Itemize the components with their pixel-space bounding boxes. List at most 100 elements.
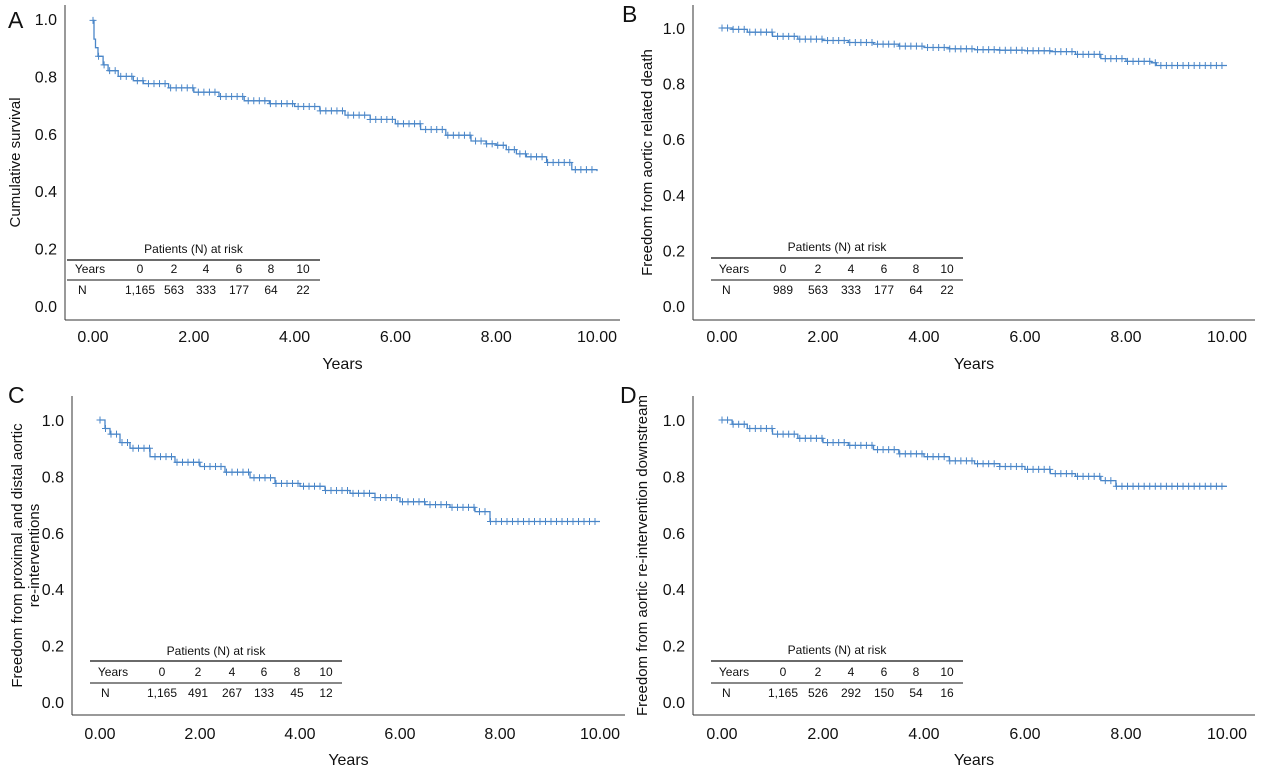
risk-table-cell: 54	[909, 686, 923, 700]
censor-mark	[1218, 482, 1226, 490]
x-tick-label: 4.00	[284, 726, 315, 743]
censor-mark	[89, 16, 97, 24]
x-tick-label: 10.00	[1207, 329, 1247, 346]
censor-mark	[477, 137, 485, 145]
x-tick-label: 4.00	[908, 329, 939, 346]
y-tick-label: 0.4	[663, 188, 685, 205]
censor-mark	[868, 441, 876, 449]
risk-table-header-cell: 8	[268, 262, 275, 276]
x-axis-title: Years	[328, 752, 368, 768]
y-tick-label: 0.8	[35, 69, 57, 86]
y-tick-label: 0.0	[663, 299, 685, 316]
risk-table-cell: 64	[264, 283, 278, 297]
censor-mark	[195, 458, 203, 466]
risk-table-cell: 989	[773, 283, 793, 297]
censor-mark	[1018, 46, 1026, 54]
risk-table: Patients (N) at risk Years 0 2 4 6 8 10 N 1,165 52…	[711, 643, 963, 700]
risk-table-header-cell: 4	[848, 665, 855, 679]
x-tick-label: 0.00	[84, 726, 115, 743]
censor-mark	[128, 72, 136, 80]
censor-mark	[840, 37, 848, 45]
risk-table-header-cell: 6	[261, 665, 268, 679]
panel-label: B	[622, 1, 637, 27]
risk-table-header-cell: Years	[719, 262, 749, 276]
censor-mark	[289, 100, 297, 108]
risk-table-cell: 1,165	[147, 686, 177, 700]
risk-table-cell: 333	[841, 283, 861, 297]
x-tick-label: 0.00	[706, 329, 737, 346]
risk-table-header-cell: 8	[913, 665, 920, 679]
x-tick-label: 8.00	[484, 726, 515, 743]
x-tick-label: 6.00	[384, 726, 415, 743]
censor-marks	[718, 416, 1226, 490]
x-tick-label: 6.00	[380, 329, 411, 346]
survival-curve	[722, 419, 1227, 487]
censor-mark	[538, 153, 546, 161]
censor-marks	[96, 416, 599, 526]
risk-table-title: Patients (N) at risk	[167, 644, 267, 658]
censor-mark	[217, 463, 225, 471]
censor-mark	[740, 420, 748, 428]
censor-mark	[968, 457, 976, 465]
risk-table-cell: 133	[254, 686, 274, 700]
y-tick-label: 0.0	[35, 299, 57, 316]
x-tick-label: 4.00	[908, 726, 939, 743]
x-tick-label: 6.00	[1009, 726, 1040, 743]
censor-mark	[95, 52, 103, 60]
risk-table-cell: 177	[229, 283, 249, 297]
censor-mark	[316, 482, 324, 490]
censor-mark	[890, 446, 898, 454]
risk-table-header-cell: Years	[75, 262, 105, 276]
risk-table-header-cell: 10	[296, 262, 310, 276]
x-tick-label: 10.00	[1207, 726, 1247, 743]
risk-table-cell: 22	[940, 283, 954, 297]
risk-table-cell: N	[722, 686, 731, 700]
censor-mark	[481, 508, 489, 516]
x-tick-label: 8.00	[1110, 329, 1141, 346]
censor-mark	[740, 25, 748, 33]
risk-table-header-cell: 0	[159, 665, 166, 679]
risk-table-header-cell: 6	[881, 262, 888, 276]
risk-table-title: Patients (N) at risk	[144, 242, 244, 256]
censor-mark	[790, 32, 798, 40]
x-tick-label: 10.00	[580, 726, 620, 743]
censor-mark	[1046, 465, 1054, 473]
censor-mark	[102, 424, 109, 432]
panel-b: B 0.0 0.2 0.4 0.6 0.8 1.0 0.00 2.00 4.00 6.00 8.00 1…	[622, 1, 1255, 373]
censor-mark	[724, 24, 732, 32]
censor-mark	[366, 489, 373, 497]
y-tick-label: 0.2	[663, 639, 685, 656]
censor-mark	[161, 80, 169, 88]
x-tick-label: 2.00	[178, 329, 209, 346]
risk-table-header-cell: 6	[236, 262, 243, 276]
censor-mark	[466, 131, 474, 139]
censor-mark	[990, 46, 998, 54]
censor-marks	[89, 16, 596, 174]
censor-mark	[421, 498, 428, 506]
x-tick-label: 2.00	[807, 726, 838, 743]
risk-table-cell: 1,165	[768, 686, 798, 700]
y-tick-label: 0.4	[35, 184, 57, 201]
y-axis-title: Freedom from proximal and distal aorticr…	[9, 423, 43, 688]
censor-mark	[1146, 57, 1154, 65]
risk-table-cell: 22	[296, 283, 310, 297]
censor-mark	[344, 487, 351, 494]
censor-mark	[588, 166, 596, 174]
risk-table-cell: 563	[164, 283, 184, 297]
censor-mark	[261, 97, 269, 105]
censor-mark	[294, 479, 302, 487]
risk-table-header-cell: 4	[229, 665, 236, 679]
x-axis-title: Years	[954, 356, 994, 373]
survival-curve	[722, 27, 1227, 67]
censor-mark	[189, 84, 197, 92]
censor-mark	[245, 468, 252, 476]
censor-mark	[311, 103, 319, 111]
y-tick-label: 0.2	[663, 243, 685, 260]
censor-mark	[918, 42, 926, 50]
y-tick-label: 1.0	[663, 21, 685, 38]
x-axis-title: Years	[954, 752, 994, 768]
risk-table-cell: 267	[222, 686, 242, 700]
censor-mark	[1151, 59, 1159, 67]
risk-table-cell: 1,165	[125, 283, 155, 297]
